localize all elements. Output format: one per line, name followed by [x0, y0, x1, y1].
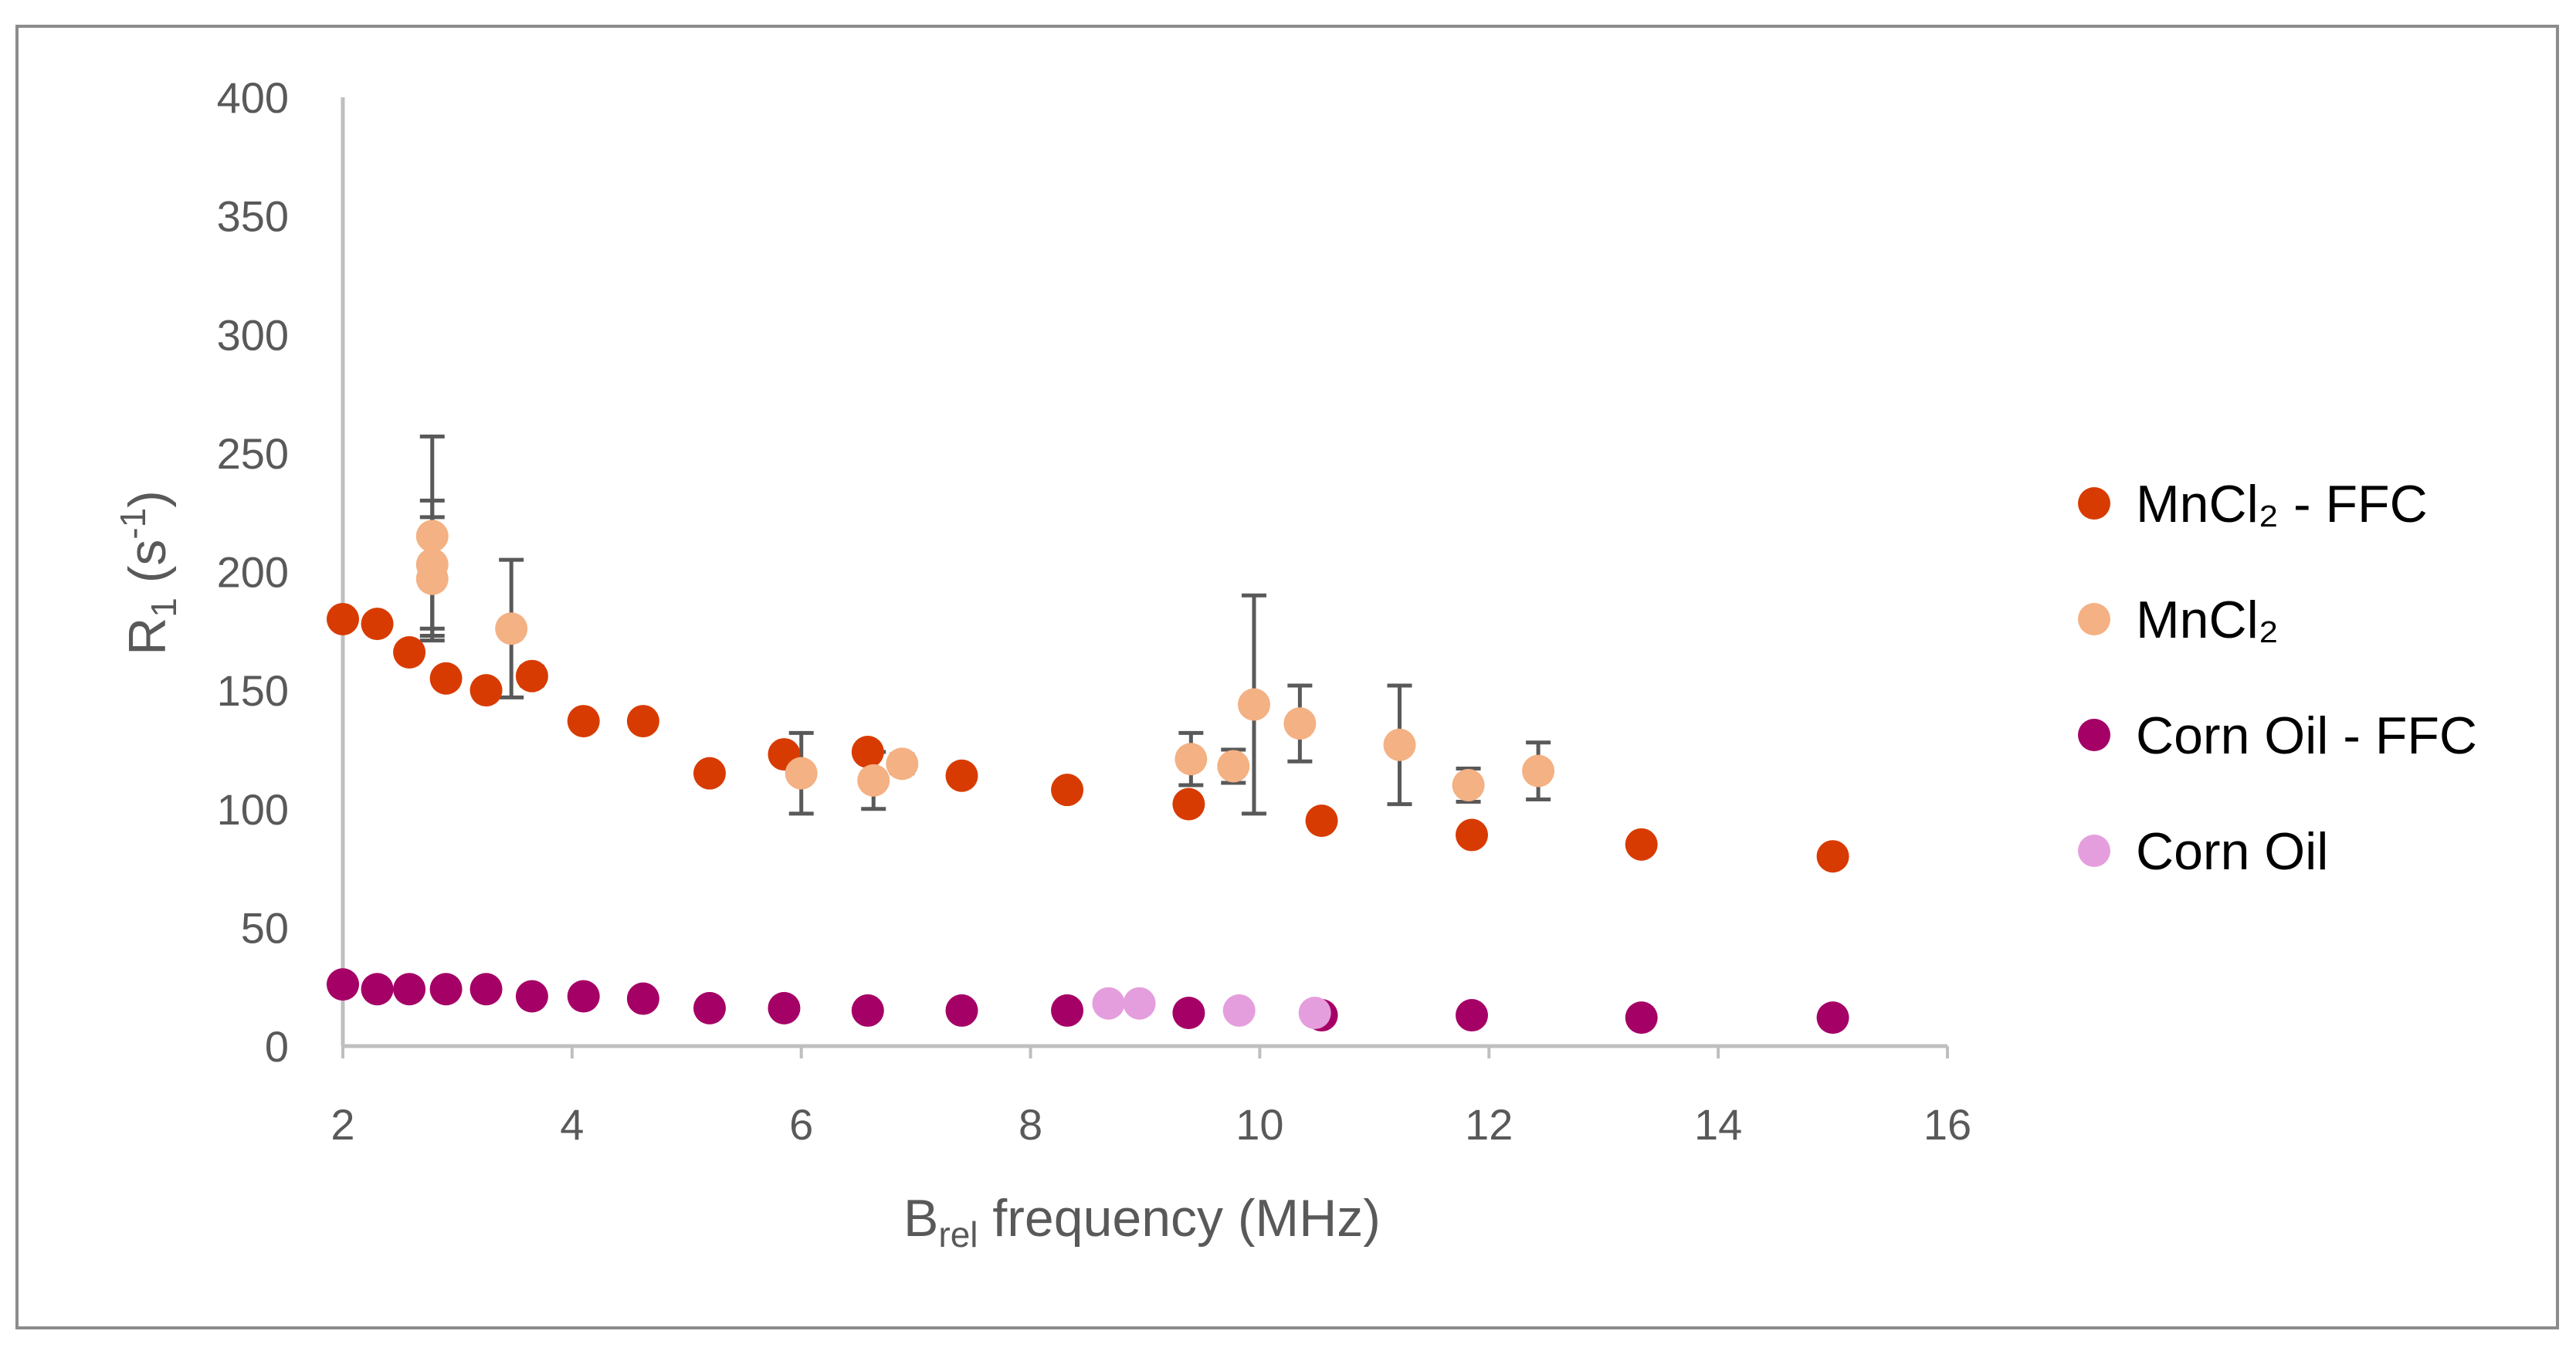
x-tick-label: 8: [1019, 1100, 1042, 1149]
data-point-series-2: [626, 982, 659, 1015]
data-point-series-0: [1172, 787, 1205, 821]
y-tick-label: 250: [217, 429, 289, 478]
data-point-series-0: [1816, 840, 1849, 873]
data-point-series-2: [567, 980, 600, 1013]
data-point-series-0: [515, 659, 548, 693]
data-point-series-1: [857, 764, 890, 797]
data-point-series-1: [1383, 728, 1416, 761]
data-point-series-0: [1051, 774, 1084, 807]
legend-marker: [2078, 719, 2110, 751]
y-tick-label: 0: [265, 1022, 289, 1071]
data-point-series-2: [469, 973, 503, 1006]
data-point-series-2: [693, 991, 726, 1024]
data-point-series-2: [327, 968, 359, 1001]
axes: 0 50 100 150 200 250 300 350 400 2 4 6 8 10 12 14 16 Brel…: [113, 73, 1971, 1255]
data-point-series-3: [1222, 994, 1256, 1027]
data-point-series-3: [1123, 987, 1156, 1020]
x-tick-label: 4: [560, 1100, 584, 1149]
x-tick-label: 2: [330, 1100, 354, 1149]
data-point-series-2: [361, 973, 394, 1006]
legend-marker: [2078, 835, 2110, 867]
data-point-series-0: [945, 759, 978, 792]
data-point-series-0: [327, 602, 359, 635]
y-tick-label: 350: [217, 192, 289, 241]
x-tick-label: 10: [1235, 1100, 1283, 1149]
data-point-series-2: [515, 980, 548, 1013]
x-tick-label: 16: [1924, 1100, 1971, 1149]
legend-label: Corn Oil - FFC: [2136, 706, 2477, 765]
data-point-series-3: [1092, 987, 1125, 1020]
data-point-series-2: [1172, 996, 1205, 1029]
data-point-series-1: [785, 757, 818, 790]
data-point-series-1: [1174, 743, 1208, 776]
data-point-series-2: [851, 994, 884, 1027]
data-point-series-0: [567, 705, 600, 738]
legend-marker: [2078, 487, 2110, 520]
y-tick-label: 300: [217, 310, 289, 359]
data-point-series-0: [626, 705, 659, 738]
data-point-series-1: [495, 612, 528, 645]
x-tick-label: 12: [1465, 1100, 1513, 1149]
legend-label: MnCl₂: [2136, 591, 2279, 649]
data-point-series-2: [1051, 994, 1084, 1027]
data-point-series-0: [393, 635, 426, 669]
x-tick-label: 14: [1694, 1100, 1742, 1149]
data-points: [327, 520, 1849, 1035]
data-point-series-1: [886, 747, 919, 781]
data-point-series-2: [429, 973, 463, 1006]
data-point-series-2: [1816, 1001, 1849, 1035]
data-point-series-1: [1522, 754, 1555, 787]
data-point-series-0: [429, 662, 463, 695]
data-point-series-2: [768, 991, 801, 1024]
data-point-series-1: [1217, 750, 1250, 783]
legend: MnCl₂ - FFC MnCl₂ Corn Oil - FFC Corn Oil: [2078, 475, 2477, 881]
data-point-series-0: [851, 736, 884, 769]
y-tick-label: 200: [217, 548, 289, 597]
data-point-series-2: [1625, 1001, 1658, 1035]
y-tick-label: 50: [241, 903, 289, 952]
legend-label: MnCl₂ - FFC: [2136, 475, 2428, 533]
data-point-series-2: [945, 994, 978, 1027]
data-point-series-1: [415, 520, 449, 553]
data-point-series-0: [361, 608, 394, 641]
x-tick-label: 6: [789, 1100, 813, 1149]
data-point-series-2: [393, 973, 426, 1006]
y-tick-label: 150: [217, 666, 289, 715]
data-point-series-0: [1305, 804, 1338, 838]
data-point-series-0: [693, 757, 726, 790]
data-point-series-1: [1238, 688, 1271, 721]
data-point-series-2: [1456, 999, 1489, 1032]
data-point-series-0: [469, 674, 503, 707]
y-tick-label: 400: [217, 73, 289, 122]
data-point-series-3: [1298, 996, 1331, 1029]
legend-label: Corn Oil: [2136, 822, 2328, 881]
data-point-series-1: [1283, 707, 1317, 740]
y-tick-label: 100: [217, 785, 289, 834]
data-point-series-0: [1625, 828, 1658, 861]
data-point-series-1: [1452, 769, 1485, 802]
data-point-series-0: [1456, 818, 1489, 852]
y-axis-title: R1 (s-1): [113, 490, 184, 655]
data-point-series-1: [415, 562, 449, 595]
x-axis-title: Brel frequency (MHz): [903, 1189, 1381, 1255]
legend-marker: [2078, 603, 2110, 635]
